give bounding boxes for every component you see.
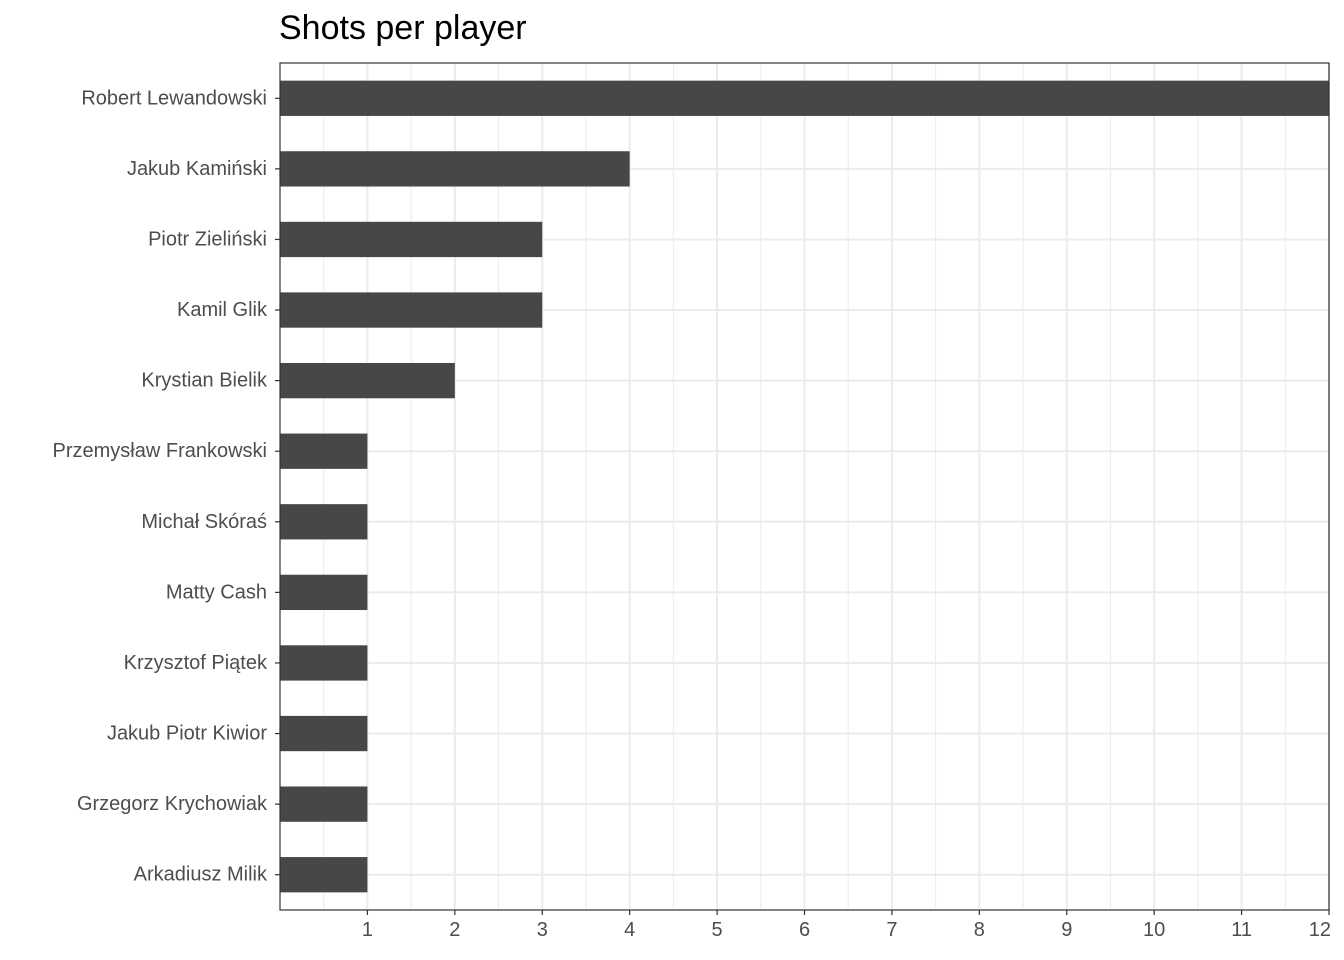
x-tick-label: 11 — [1231, 919, 1252, 941]
x-tick-label: 6 — [799, 919, 810, 941]
bar-krystian-bielik — [280, 362, 455, 399]
y-tick-label: Krzysztof Piątek — [124, 652, 268, 674]
y-tick-label: Robert Lewandowski — [81, 87, 267, 109]
bar-michal-skoras — [280, 504, 368, 540]
x-tick-label: 3 — [537, 919, 548, 941]
bars — [280, 80, 1329, 893]
y-tick-label: Matty Cash — [166, 581, 267, 603]
grid-lines — [280, 63, 1330, 910]
bar-jakub-kaminski — [280, 151, 630, 187]
y-tick-label: Grzegorz Krychowiak — [77, 793, 268, 815]
x-tick-label: 7 — [886, 919, 897, 941]
x-tick-label: 12 — [1309, 919, 1331, 941]
x-tick-label: 5 — [712, 919, 723, 941]
y-tick-label: Jakub Piotr Kiwior — [107, 723, 267, 745]
bar-matty-cash — [280, 574, 368, 611]
y-tick-label: Przemysław Frankowski — [53, 440, 267, 462]
y-tick-label: Krystian Bielik — [141, 370, 268, 392]
bar-piotr-zielinski — [280, 221, 543, 258]
x-tick-label: 4 — [624, 919, 635, 941]
x-tick-label: 8 — [974, 919, 985, 941]
bar-robert-lewandowski — [280, 80, 1329, 116]
y-tick-label: Piotr Zieliński — [148, 228, 267, 250]
x-tick-label: 10 — [1143, 919, 1165, 941]
y-tick-label: Arkadiusz Milik — [134, 864, 268, 886]
y-tick-label: Kamil Glik — [177, 299, 268, 321]
x-tick-label: 9 — [1061, 919, 1072, 941]
y-tick-label: Jakub Kamiński — [127, 158, 267, 180]
bar-jakub-piotr-kiwior — [280, 715, 368, 752]
x-axis: 1 2 3 4 5 6 7 8 9 10 11 12 — [362, 910, 1331, 941]
bar-przemyslaw-frankowski — [280, 433, 368, 469]
x-tick-label: 1 — [362, 919, 373, 941]
bar-grzegorz-krychowiak — [280, 786, 368, 822]
bar-arkadiusz-milik — [280, 857, 368, 893]
bar-kamil-glik — [280, 292, 543, 328]
x-tick-label: 2 — [449, 919, 460, 941]
chart-title: Shots per player — [279, 9, 527, 47]
y-axis: Robert Lewandowski Jakub Kamiński Piotr Zi… — [53, 87, 280, 886]
y-tick-label: Michał Skóraś — [141, 511, 267, 533]
bar-krzysztof-piatek — [280, 645, 368, 681]
